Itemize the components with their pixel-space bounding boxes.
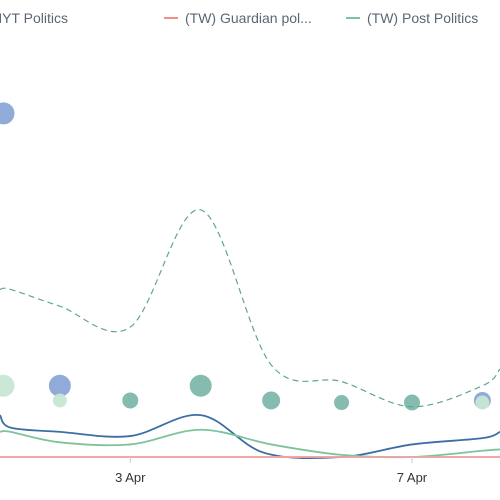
bubble-point[interactable] bbox=[262, 391, 281, 410]
chart-legend: (TW) NYT Politics (TW) Guardian pol... (TW… bbox=[0, 10, 478, 26]
legend-item[interactable]: (TW) Post Politics bbox=[346, 10, 478, 26]
bubble-point[interactable] bbox=[52, 393, 67, 408]
bubble-point[interactable] bbox=[334, 395, 350, 411]
bubble-layer bbox=[0, 102, 491, 411]
bubble-point[interactable] bbox=[48, 374, 71, 397]
bubble-point[interactable] bbox=[0, 374, 15, 397]
series-line[interactable] bbox=[0, 414, 500, 460]
bubble-point[interactable] bbox=[0, 102, 15, 125]
series-line[interactable] bbox=[0, 428, 500, 459]
x-tick-label: 3 Apr bbox=[115, 470, 146, 485]
legend-label: (TW) Guardian pol... bbox=[185, 10, 312, 26]
legend-label: (TW) Post Politics bbox=[367, 10, 478, 26]
series-lines bbox=[0, 209, 500, 460]
bubble-point[interactable] bbox=[403, 394, 420, 411]
x-tick-label: 7 Apr bbox=[397, 470, 428, 485]
bubble-point[interactable] bbox=[122, 392, 139, 409]
legend-item[interactable]: (TW) Guardian pol... bbox=[164, 10, 312, 26]
legend-item[interactable]: (TW) NYT Politics bbox=[0, 10, 68, 26]
bubble-point[interactable] bbox=[189, 374, 212, 397]
bubble-point[interactable] bbox=[475, 395, 490, 410]
legend-label: (TW) NYT Politics bbox=[0, 10, 68, 26]
dashed-series-line[interactable] bbox=[0, 209, 500, 408]
x-axis-ticks: 3 Apr 7 Apr bbox=[115, 457, 428, 485]
